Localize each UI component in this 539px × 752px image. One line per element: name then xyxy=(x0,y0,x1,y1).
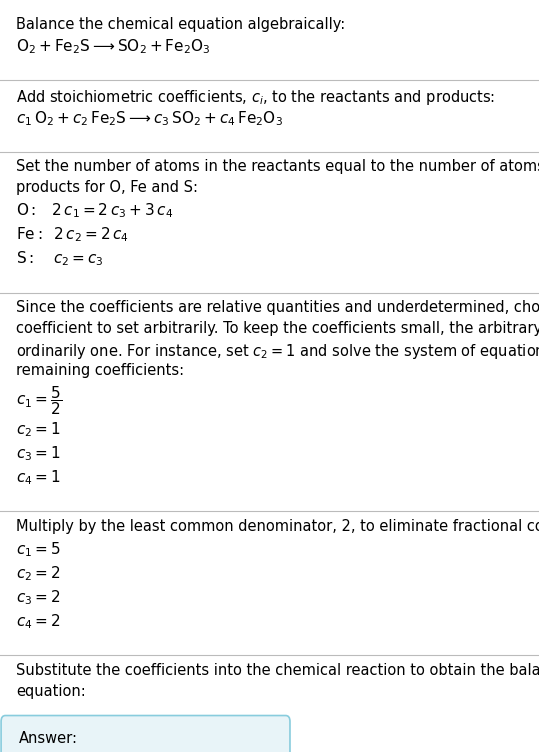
Text: $c_1 = \dfrac{5}{2}$: $c_1 = \dfrac{5}{2}$ xyxy=(16,384,62,417)
Text: $c_1 = 5$: $c_1 = 5$ xyxy=(16,540,61,559)
Text: $\mathrm{Fe{:}}\;\; 2\,c_2 = 2\,c_4$: $\mathrm{Fe{:}}\;\; 2\,c_2 = 2\,c_4$ xyxy=(16,226,129,244)
Text: equation:: equation: xyxy=(16,684,86,699)
Text: Since the coefficients are relative quantities and underdetermined, choose a: Since the coefficients are relative quan… xyxy=(16,300,539,315)
FancyBboxPatch shape xyxy=(1,716,290,752)
Text: Substitute the coefficients into the chemical reaction to obtain the balanced: Substitute the coefficients into the che… xyxy=(16,663,539,678)
Text: ordinarily one. For instance, set $c_2 = 1$ and solve the system of equations fo: ordinarily one. For instance, set $c_2 =… xyxy=(16,342,539,361)
Text: Balance the chemical equation algebraically:: Balance the chemical equation algebraica… xyxy=(16,17,345,32)
Text: $c_3 = 2$: $c_3 = 2$ xyxy=(16,588,61,607)
Text: $c_4 = 2$: $c_4 = 2$ xyxy=(16,612,61,631)
Text: Set the number of atoms in the reactants equal to the number of atoms in the: Set the number of atoms in the reactants… xyxy=(16,159,539,174)
Text: $c_2 = 2$: $c_2 = 2$ xyxy=(16,564,61,583)
Text: Add stoichiometric coefficients, $c_i$, to the reactants and products:: Add stoichiometric coefficients, $c_i$, … xyxy=(16,88,495,107)
Text: Multiply by the least common denominator, 2, to eliminate fractional coefficient: Multiply by the least common denominator… xyxy=(16,519,539,534)
Text: coefficient to set arbitrarily. To keep the coefficients small, the arbitrary va: coefficient to set arbitrarily. To keep … xyxy=(16,321,539,336)
Text: remaining coefficients:: remaining coefficients: xyxy=(16,363,184,378)
Text: $c_3 = 1$: $c_3 = 1$ xyxy=(16,444,61,463)
Text: products for O, Fe and S:: products for O, Fe and S: xyxy=(16,180,198,196)
Text: Answer:: Answer: xyxy=(19,731,78,745)
Text: $c_2 = 1$: $c_2 = 1$ xyxy=(16,420,61,439)
Text: $\mathrm{O_2 + Fe_2S \longrightarrow SO_2 + Fe_2O_3}$: $\mathrm{O_2 + Fe_2S \longrightarrow SO_… xyxy=(16,38,211,56)
Text: $c_4 = 1$: $c_4 = 1$ xyxy=(16,468,61,487)
Text: $\mathrm{S{:}}\;\;\;\; c_2 = c_3$: $\mathrm{S{:}}\;\;\;\; c_2 = c_3$ xyxy=(16,250,104,268)
Text: $\mathrm{O{:}}\;\;\; 2\,c_1 = 2\,c_3 + 3\,c_4$: $\mathrm{O{:}}\;\;\; 2\,c_1 = 2\,c_3 + 3… xyxy=(16,202,174,220)
Text: $c_1\,\mathrm{O_2} + c_2\,\mathrm{Fe_2S} \longrightarrow c_3\,\mathrm{SO_2} + c_: $c_1\,\mathrm{O_2} + c_2\,\mathrm{Fe_2S}… xyxy=(16,109,283,128)
